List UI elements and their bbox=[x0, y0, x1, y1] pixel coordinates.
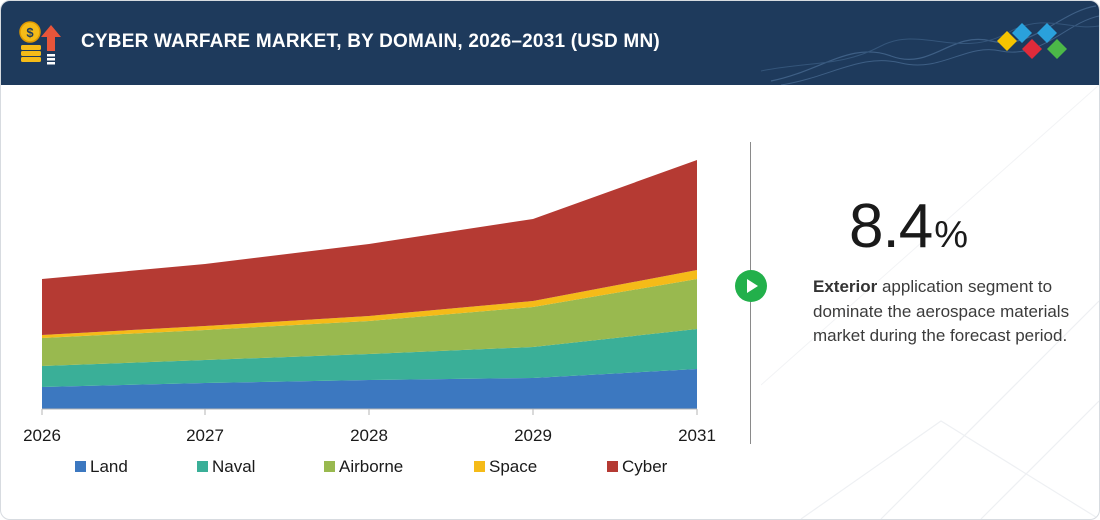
legend-item-airborne: Airborne bbox=[324, 457, 403, 476]
chart-title: CYBER WARFARE MARKET, BY DOMAIN, 2026–20… bbox=[81, 31, 660, 52]
highlight-unit: % bbox=[934, 214, 968, 256]
legend-item-cyber: Cyber bbox=[607, 457, 668, 476]
legend-label: Naval bbox=[212, 457, 255, 476]
legend-swatch bbox=[75, 461, 86, 472]
stacked-area-chart: 2026 2027 2028 2029 2031 Land Naval Airborne Spa… bbox=[23, 160, 716, 476]
area-series-land bbox=[42, 369, 697, 409]
legend-label: Land bbox=[90, 457, 128, 476]
x-tick-label: 2031 bbox=[678, 426, 716, 445]
legend-label: Cyber bbox=[622, 457, 668, 476]
x-tick-label: 2026 bbox=[23, 426, 61, 445]
legend-item-space: Space bbox=[474, 457, 537, 476]
x-tick-label: 2028 bbox=[350, 426, 388, 445]
legend-item-land: Land bbox=[75, 457, 128, 476]
legend-swatch bbox=[197, 461, 208, 472]
area-series-airborne bbox=[42, 279, 697, 366]
legend-label: Airborne bbox=[339, 457, 403, 476]
area-series-naval bbox=[42, 329, 697, 387]
dollar-coins-up-arrow-icon: $ bbox=[19, 21, 61, 65]
legend-label: Space bbox=[489, 457, 537, 476]
decorative-background-lines bbox=[761, 85, 1099, 519]
highlight-segment: Exterior bbox=[813, 277, 878, 296]
area-series-cyber bbox=[42, 160, 697, 335]
diamond-cluster-logo-icon bbox=[997, 23, 1067, 59]
highlight-text: application segment to dominate the aero… bbox=[813, 277, 1070, 345]
x-tick-label: 2029 bbox=[514, 426, 552, 445]
play-arrow-icon bbox=[735, 270, 767, 302]
header-bar: $ CYBER WARFARE MARKET, BY DOMAIN, 2026–… bbox=[1, 1, 1099, 85]
highlight-description: Exterior application segment to dominate… bbox=[813, 275, 1075, 349]
legend-swatch bbox=[474, 461, 485, 472]
legend-item-naval: Naval bbox=[197, 457, 255, 476]
legend-swatch bbox=[607, 461, 618, 472]
svg-text:$: $ bbox=[26, 25, 34, 40]
highlight-stat: 8.4% bbox=[849, 191, 968, 262]
legend-swatch bbox=[324, 461, 335, 472]
highlight-value: 8.4 bbox=[849, 192, 933, 261]
x-tick-label: 2027 bbox=[186, 426, 224, 445]
